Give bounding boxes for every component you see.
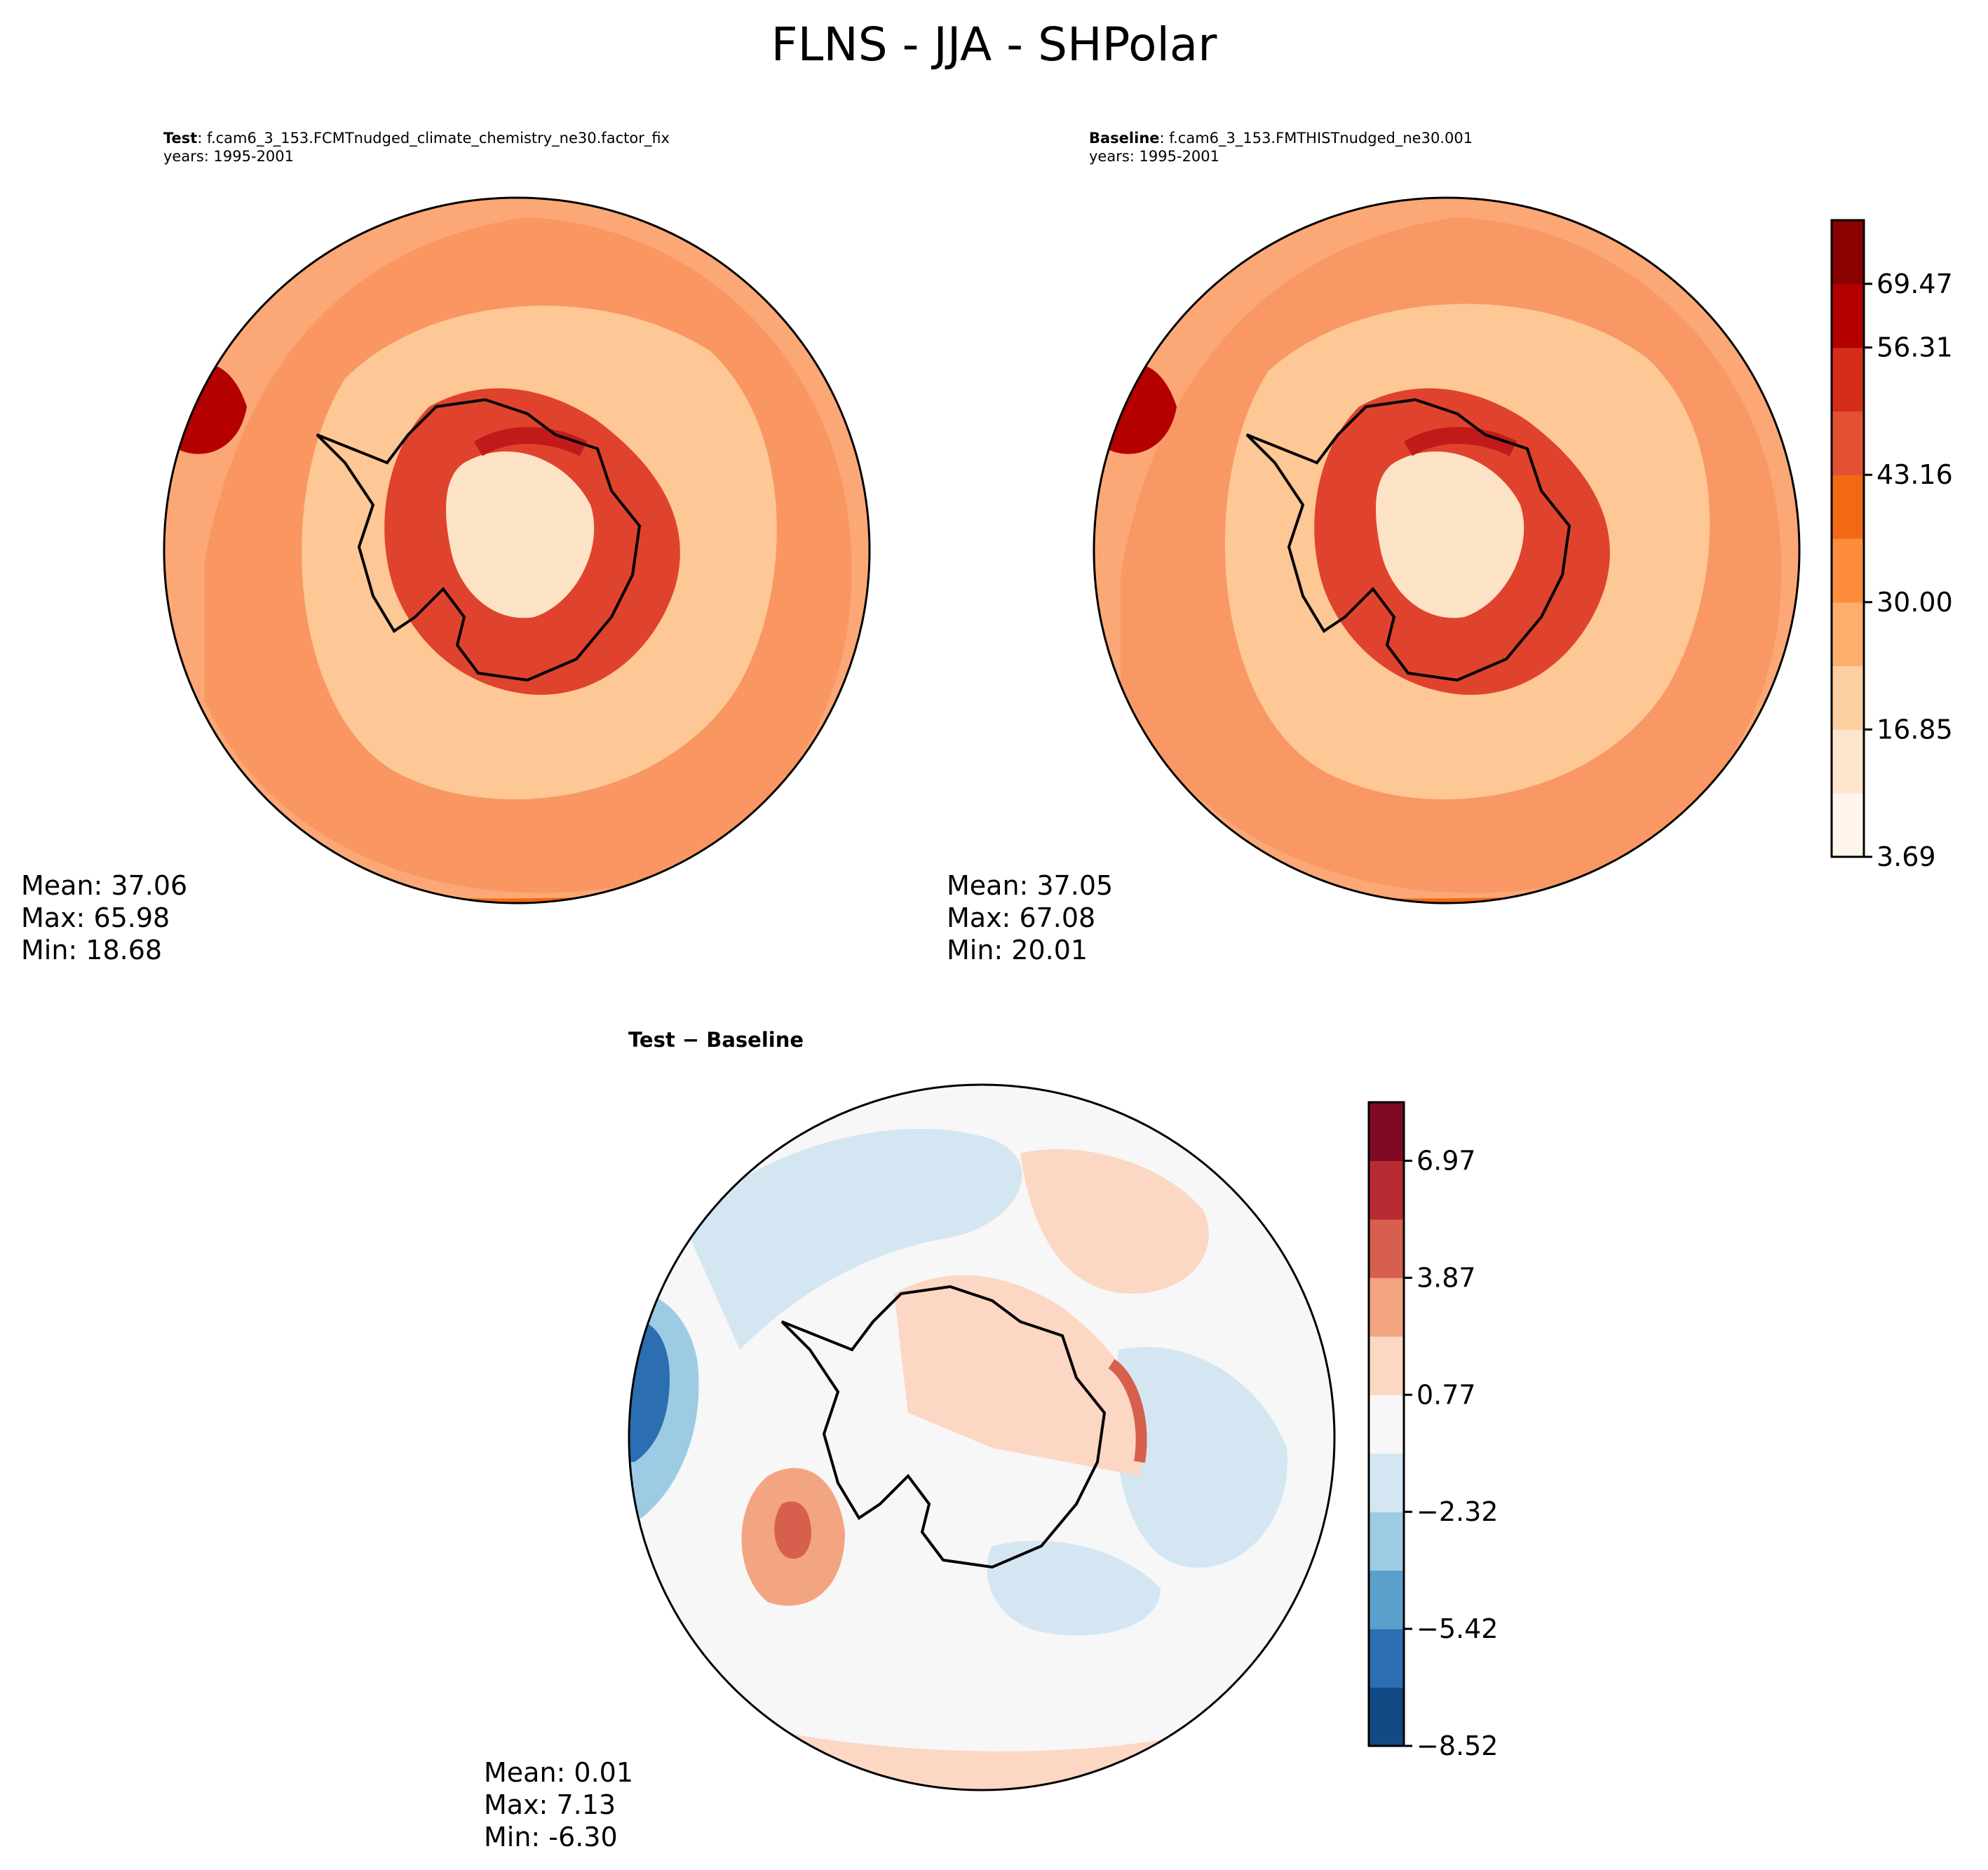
diff-map-neg-area	[684, 1129, 1022, 1350]
main-colorbar-segment	[1832, 729, 1864, 794]
diff-map-coast-pos	[1108, 1359, 1147, 1463]
diff-stats: Mean: 0.01 Max: 7.13 Min: -6.30	[484, 1756, 633, 1853]
diff-colorbar-segment	[1369, 1102, 1404, 1161]
diff-colorbar-tick-label: 6.97	[1416, 1145, 1476, 1176]
main-colorbar-frame	[1830, 219, 1865, 858]
diff-colorbar: −8.52 −5.42 −2.32 0.77 3.87 6.97	[1367, 1101, 1498, 1761]
diff-map-neg-area-3	[987, 1540, 1161, 1636]
main-colorbar: 3.69 16.85 30.00 43.16 56.31 69.47	[1830, 219, 1953, 872]
main-colorbar-segment	[1832, 538, 1864, 603]
main-colorbar-segment	[1832, 347, 1864, 412]
diff-colorbar-segment	[1369, 1336, 1404, 1395]
test-stat-mean: Mean: 37.06	[21, 870, 188, 901]
baseline-years: years: 1995-2001	[1089, 148, 1220, 165]
main-colorbar-segment	[1832, 665, 1864, 730]
diff-stat-mean: Mean: 0.01	[484, 1757, 634, 1788]
diff-colorbar-tick-label: −5.42	[1416, 1613, 1498, 1644]
test-map-coast-hot	[473, 427, 588, 456]
diff-colorbar-segment	[1369, 1512, 1404, 1571]
main-colorbar-segment	[1832, 220, 1864, 285]
diff-colorbar-tick-label: −2.32	[1416, 1496, 1498, 1527]
baseline-panel-title: Baseline: f.cam6_3_153.FMTHISTnudged_ne3…	[1089, 129, 1473, 165]
main-colorbar-segment	[1832, 475, 1864, 539]
main-colorbar-segment	[1832, 283, 1864, 348]
test-label-bold: Test	[163, 130, 198, 147]
diff-colorbar-tick-label: −8.52	[1416, 1730, 1498, 1761]
main-colorbar-tick-label: 43.16	[1877, 459, 1953, 490]
main-colorbar-tick-label: 16.85	[1877, 714, 1953, 745]
test-map-coastline	[316, 398, 642, 682]
test-map-boundary	[163, 196, 871, 904]
main-colorbar-segment	[1832, 793, 1864, 858]
diff-colorbar-tick-label: 3.87	[1416, 1262, 1476, 1293]
diff-map-coastline	[780, 1285, 1107, 1569]
baseline-stat-min: Min: 20.01	[947, 935, 1088, 966]
diff-colorbar-segment	[1369, 1219, 1404, 1278]
diff-colorbar-segment	[1369, 1160, 1404, 1220]
diff-map-neg-area-2	[1114, 1347, 1287, 1568]
diff-colorbar-segment	[1369, 1570, 1404, 1630]
diff-colorbar-segment	[1369, 1453, 1404, 1512]
baseline-map-plateau	[1376, 451, 1524, 618]
main-colorbar-tick-label: 3.69	[1877, 841, 1936, 872]
diff-map-land-pos	[894, 1275, 1145, 1476]
main-colorbar-tick-label: 56.31	[1877, 332, 1953, 363]
baseline-stat-max: Max: 67.08	[947, 902, 1096, 933]
baseline-stat-mean: Mean: 37.05	[947, 870, 1114, 901]
diff-colorbar-segment	[1369, 1278, 1404, 1337]
baseline-map-coastline	[1245, 398, 1571, 682]
baseline-stats: Mean: 37.05 Max: 67.08 Min: 20.01	[947, 869, 1113, 966]
diff-stat-max: Max: 7.13	[484, 1789, 616, 1820]
diff-colorbar-frame	[1367, 1101, 1405, 1747]
baseline-map-coast-hot	[1403, 427, 1517, 456]
diff-stat-min: Min: -6.30	[484, 1822, 618, 1852]
diff-colorbar-segment	[1369, 1629, 1404, 1688]
diff-colorbar-segment	[1369, 1395, 1404, 1454]
test-stat-max: Max: 65.98	[21, 902, 170, 933]
diff-map-pos-strongest	[774, 1501, 811, 1559]
test-map	[163, 196, 871, 904]
figure-title: FLNS - JJA - SHPolar	[771, 18, 1217, 72]
baseline-label-bold: Baseline	[1089, 130, 1160, 147]
test-stats: Mean: 37.06 Max: 65.98 Min: 18.68	[21, 869, 187, 966]
diff-map-pos-area	[1020, 1149, 1209, 1294]
test-stat-min: Min: 18.68	[21, 935, 163, 966]
diff-map	[628, 1083, 1336, 1791]
diff-panel-title: Test − Baseline	[628, 1028, 804, 1052]
diff-map-boundary	[628, 1083, 1336, 1791]
baseline-label-case: : f.cam6_3_153.FMTHISTnudged_ne30.001	[1159, 130, 1473, 147]
baseline-map	[1093, 196, 1801, 904]
test-panel-title: Test: f.cam6_3_153.FCMTnudged_climate_ch…	[163, 129, 670, 165]
baseline-map-boundary	[1093, 196, 1801, 904]
diff-colorbar-segment	[1369, 1687, 1404, 1747]
test-map-plateau	[446, 451, 595, 618]
diff-colorbar-tick-label: 0.77	[1416, 1379, 1476, 1410]
test-years: years: 1995-2001	[163, 148, 295, 165]
main-colorbar-tick-label: 30.00	[1877, 587, 1953, 618]
main-colorbar-tick-label: 69.47	[1877, 269, 1953, 299]
main-colorbar-segment	[1832, 602, 1864, 667]
main-colorbar-segment	[1832, 411, 1864, 475]
test-label-case: : f.cam6_3_153.FCMTnudged_climate_chemis…	[197, 130, 670, 147]
